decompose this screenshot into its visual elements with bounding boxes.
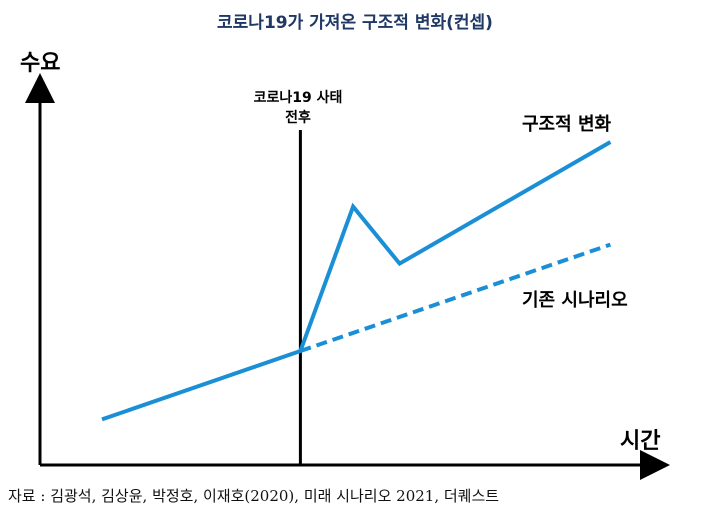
event-label-2: 전후 (285, 109, 311, 126)
series-label-existing: 기존 시나리오 (522, 290, 628, 311)
x-axis-label: 시간 (620, 429, 660, 454)
source-note: 자료 : 김광석, 김상윤, 박정호, 이재호(2020), 미래 시나리오 2… (8, 487, 500, 505)
series-line-1 (298, 140, 612, 352)
chart-title: 코로나19가 가져온 구조적 변화(컨셉) (217, 13, 493, 33)
series-line-2 (299, 242, 612, 353)
y-axis-label: 수요 (20, 51, 60, 76)
series-line-0 (101, 349, 302, 422)
event-label-1: 코로나19 사태 (254, 90, 343, 106)
series-label-structural: 구조적 변화 (522, 114, 612, 135)
